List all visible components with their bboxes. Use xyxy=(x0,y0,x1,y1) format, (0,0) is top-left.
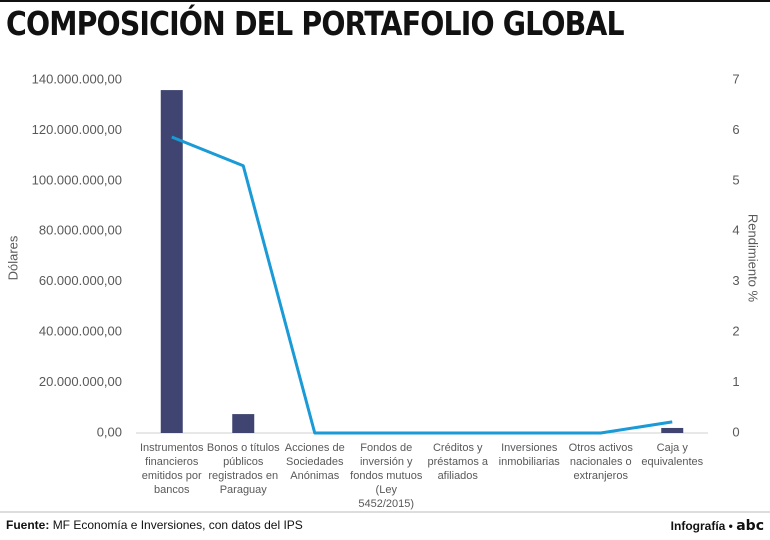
y2-tick-label: 5 xyxy=(732,172,739,187)
source-label: Fuente: xyxy=(6,518,50,532)
x-tick-label: Fondos de inversión y fondos mutuos (Ley… xyxy=(350,442,423,510)
y2-tick-label: 0 xyxy=(732,424,739,439)
y-axis-label: Dólares xyxy=(5,235,20,280)
x-tick-label: Bonos o títulos públicos registrados en … xyxy=(206,442,280,496)
source: Fuente: MF Economía e Inversiones, con d… xyxy=(6,518,303,532)
x-tick-label: Otros activos nacionales o extranjeros xyxy=(568,442,633,482)
y-tick-label: 140.000.000,00 xyxy=(32,71,122,86)
x-tick-label: Acciones de Sociedades Anónimas xyxy=(284,442,345,482)
bar xyxy=(160,90,183,433)
top-rule xyxy=(0,0,770,2)
y-tick-label: 20.000.000,00 xyxy=(39,374,122,389)
y2-axis-label: Rendimiento % xyxy=(746,214,761,303)
y2-tick-label: 3 xyxy=(732,273,739,288)
line xyxy=(171,135,673,435)
x-tick-label: Caja y equivalentes xyxy=(641,442,704,468)
credit: Infografía • abc xyxy=(671,518,764,534)
credit-text: Infografía • xyxy=(670,519,733,533)
chart-title: COMPOSICIÓN DEL PORTAFOLIO GLOBAL xyxy=(6,4,625,43)
logo: abc xyxy=(736,518,764,534)
y2-tick-label: 2 xyxy=(732,324,739,339)
x-tick-label: Créditos y préstamos a afiliados xyxy=(427,442,489,482)
y-tick-label: 120.000.000,00 xyxy=(32,122,122,137)
source-text: MF Economía e Inversiones, con datos del… xyxy=(52,518,303,532)
y-tick-label: 80.000.000,00 xyxy=(39,223,122,238)
y-tick-label: 100.000.000,00 xyxy=(32,172,122,187)
y-tick-label: 0,00 xyxy=(97,424,122,439)
bar xyxy=(232,414,255,433)
y-tick-label: 60.000.000,00 xyxy=(39,273,122,288)
y-tick-label: 40.000.000,00 xyxy=(39,324,122,339)
x-tick-label: Instrumentos financieros emitidos por ba… xyxy=(139,442,204,496)
y2-tick-label: 1 xyxy=(732,374,739,389)
y2-tick-label: 4 xyxy=(732,223,739,238)
x-tick-label: Inversiones inmobiliarias xyxy=(498,442,560,468)
y2-tick-label: 7 xyxy=(732,71,739,86)
bar xyxy=(661,427,684,433)
y2-tick-label: 6 xyxy=(732,122,739,137)
